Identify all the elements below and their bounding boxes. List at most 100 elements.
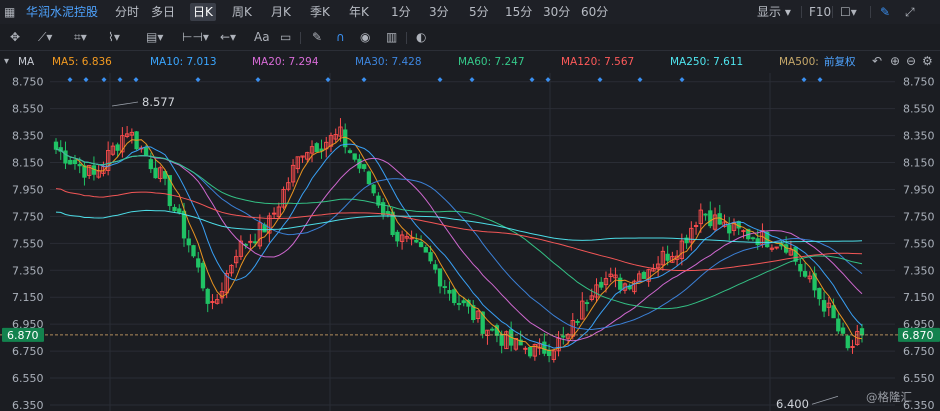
candle-body: [684, 237, 689, 244]
undo-icon[interactable]: ↶: [872, 54, 883, 68]
settings-icon[interactable]: ⚙: [922, 54, 933, 68]
tab-15min[interactable]: 15分: [505, 5, 533, 19]
event-marker: [101, 77, 107, 83]
candle-body: [234, 256, 239, 264]
price-axis-label-left: 7.550: [12, 237, 44, 250]
collapse-icon[interactable]: ▾: [4, 56, 10, 67]
square-icon[interactable]: ☐▾: [840, 5, 857, 19]
candle-body: [788, 249, 794, 256]
wave-tool-icon[interactable]: ⌇▾: [108, 30, 120, 44]
zoom-in-icon[interactable]: ⊕: [890, 54, 901, 68]
candle-body: [793, 246, 798, 262]
candle-body: [518, 339, 523, 346]
tab-3min[interactable]: 3分: [429, 5, 449, 19]
tab-weekly-k[interactable]: 周K: [232, 5, 252, 19]
candle-body: [229, 264, 234, 274]
event-marker: [817, 77, 823, 83]
toggle-icon[interactable]: ◐: [416, 30, 427, 44]
text-tool-icon[interactable]: Aa: [254, 30, 270, 44]
candle-body: [693, 225, 699, 227]
adjust-button[interactable]: 前复权: [824, 56, 856, 68]
candle-body: [655, 263, 661, 269]
candle-body: [456, 303, 462, 305]
candle-body: [532, 343, 538, 357]
candle-body: [428, 252, 433, 262]
fib-tool-icon[interactable]: ▤▾: [146, 30, 164, 44]
indicator-name[interactable]: MA: [18, 56, 35, 68]
tab-daily-k[interactable]: 日K: [190, 3, 216, 21]
candlestick-chart[interactable]: 8.750 8.750 8.550 8.550 8.350 8.350 8.150 8.150…: [0, 73, 940, 411]
tab-60min[interactable]: 60分: [581, 5, 609, 19]
trash-icon[interactable]: ▥: [386, 30, 398, 44]
ma250-legend: MA250: 7.611: [670, 56, 744, 68]
line-tool-icon[interactable]: ⟋▾: [38, 30, 53, 44]
candle-body: [186, 238, 191, 246]
candle-body: [305, 152, 310, 160]
grid-menu-icon[interactable]: ▦: [4, 5, 16, 19]
price-axis-label-right: 8.350: [903, 130, 935, 143]
magnet-icon[interactable]: ∩: [336, 30, 345, 44]
fullscreen-icon[interactable]: ⤢: [905, 5, 915, 19]
candle-body: [196, 258, 201, 268]
price-axis-label-left: 7.150: [12, 291, 44, 304]
candle-body: [698, 209, 703, 225]
price-axis-label-right: 8.750: [903, 76, 935, 89]
candle-body: [561, 335, 566, 338]
candle-body: [172, 206, 177, 212]
display-menu[interactable]: 显示 ▾: [757, 5, 791, 19]
eye-icon[interactable]: ◉: [360, 30, 371, 44]
high-marker-line: [111, 101, 139, 107]
candle-body: [252, 241, 258, 244]
candle-body: [565, 334, 571, 339]
tab-5min[interactable]: 5分: [469, 5, 489, 19]
candle-body: [641, 271, 647, 279]
f10-button[interactable]: F10: [809, 5, 832, 19]
candle-body: [674, 255, 680, 260]
price-axis-label-right: 7.350: [903, 264, 935, 277]
candles-layer: [53, 118, 865, 363]
ma250-line: [55, 209, 863, 243]
move-icon[interactable]: ✥: [10, 30, 21, 44]
price-axis-label-left: 8.550: [12, 103, 44, 116]
candle-body: [281, 189, 286, 208]
tab-quarterly-k[interactable]: 季K: [310, 5, 330, 19]
candle-body: [309, 146, 315, 154]
candle-body: [613, 274, 618, 279]
price-axis-label-right: 6.750: [903, 345, 935, 358]
pen-icon[interactable]: ✎: [880, 5, 891, 19]
stock-name[interactable]: 华润水泥控股: [26, 5, 99, 19]
tab-yearly-k[interactable]: 年K: [349, 5, 369, 19]
display-label: 显示: [757, 5, 782, 19]
candle-body: [148, 159, 153, 170]
tab-monthly-k[interactable]: 月K: [271, 5, 291, 19]
candle-body: [603, 278, 609, 286]
channel-tool-icon[interactable]: ⌗▾: [74, 30, 87, 44]
candle-body: [124, 133, 130, 137]
candle-body: [77, 164, 82, 167]
range-tool-icon[interactable]: ⊢⊣▾: [182, 30, 209, 44]
candle-body: [352, 153, 357, 160]
tab-timeshare[interactable]: 分时: [115, 5, 140, 19]
ma5-line: [55, 136, 863, 352]
tab-30min[interactable]: 30分: [543, 5, 571, 19]
tab-1min[interactable]: 1分: [391, 5, 411, 19]
zoom-out-icon[interactable]: ⊖: [906, 54, 917, 68]
candle-body: [513, 338, 519, 350]
eraser-icon[interactable]: ✎: [312, 30, 323, 44]
candle-body: [731, 222, 737, 231]
arrow-tool-icon[interactable]: ←▾: [220, 30, 237, 44]
current-price-label-right: 6.870: [902, 329, 934, 342]
ma120-legend: MA120: 7.567: [561, 56, 635, 68]
tab-multiday[interactable]: 多日: [151, 5, 176, 19]
watermark: @格隆汇: [866, 390, 912, 404]
candle-body: [490, 328, 495, 331]
candle-body: [215, 299, 220, 304]
candle-body: [68, 159, 73, 165]
candle-body: [840, 327, 846, 334]
candle-body: [755, 238, 760, 246]
candle-body: [689, 227, 694, 243]
price-axis-label-right: 7.150: [903, 291, 935, 304]
comment-icon[interactable]: ▭: [280, 30, 292, 44]
price-axis-label-right: 6.950: [903, 318, 935, 331]
candle-body: [821, 300, 827, 312]
